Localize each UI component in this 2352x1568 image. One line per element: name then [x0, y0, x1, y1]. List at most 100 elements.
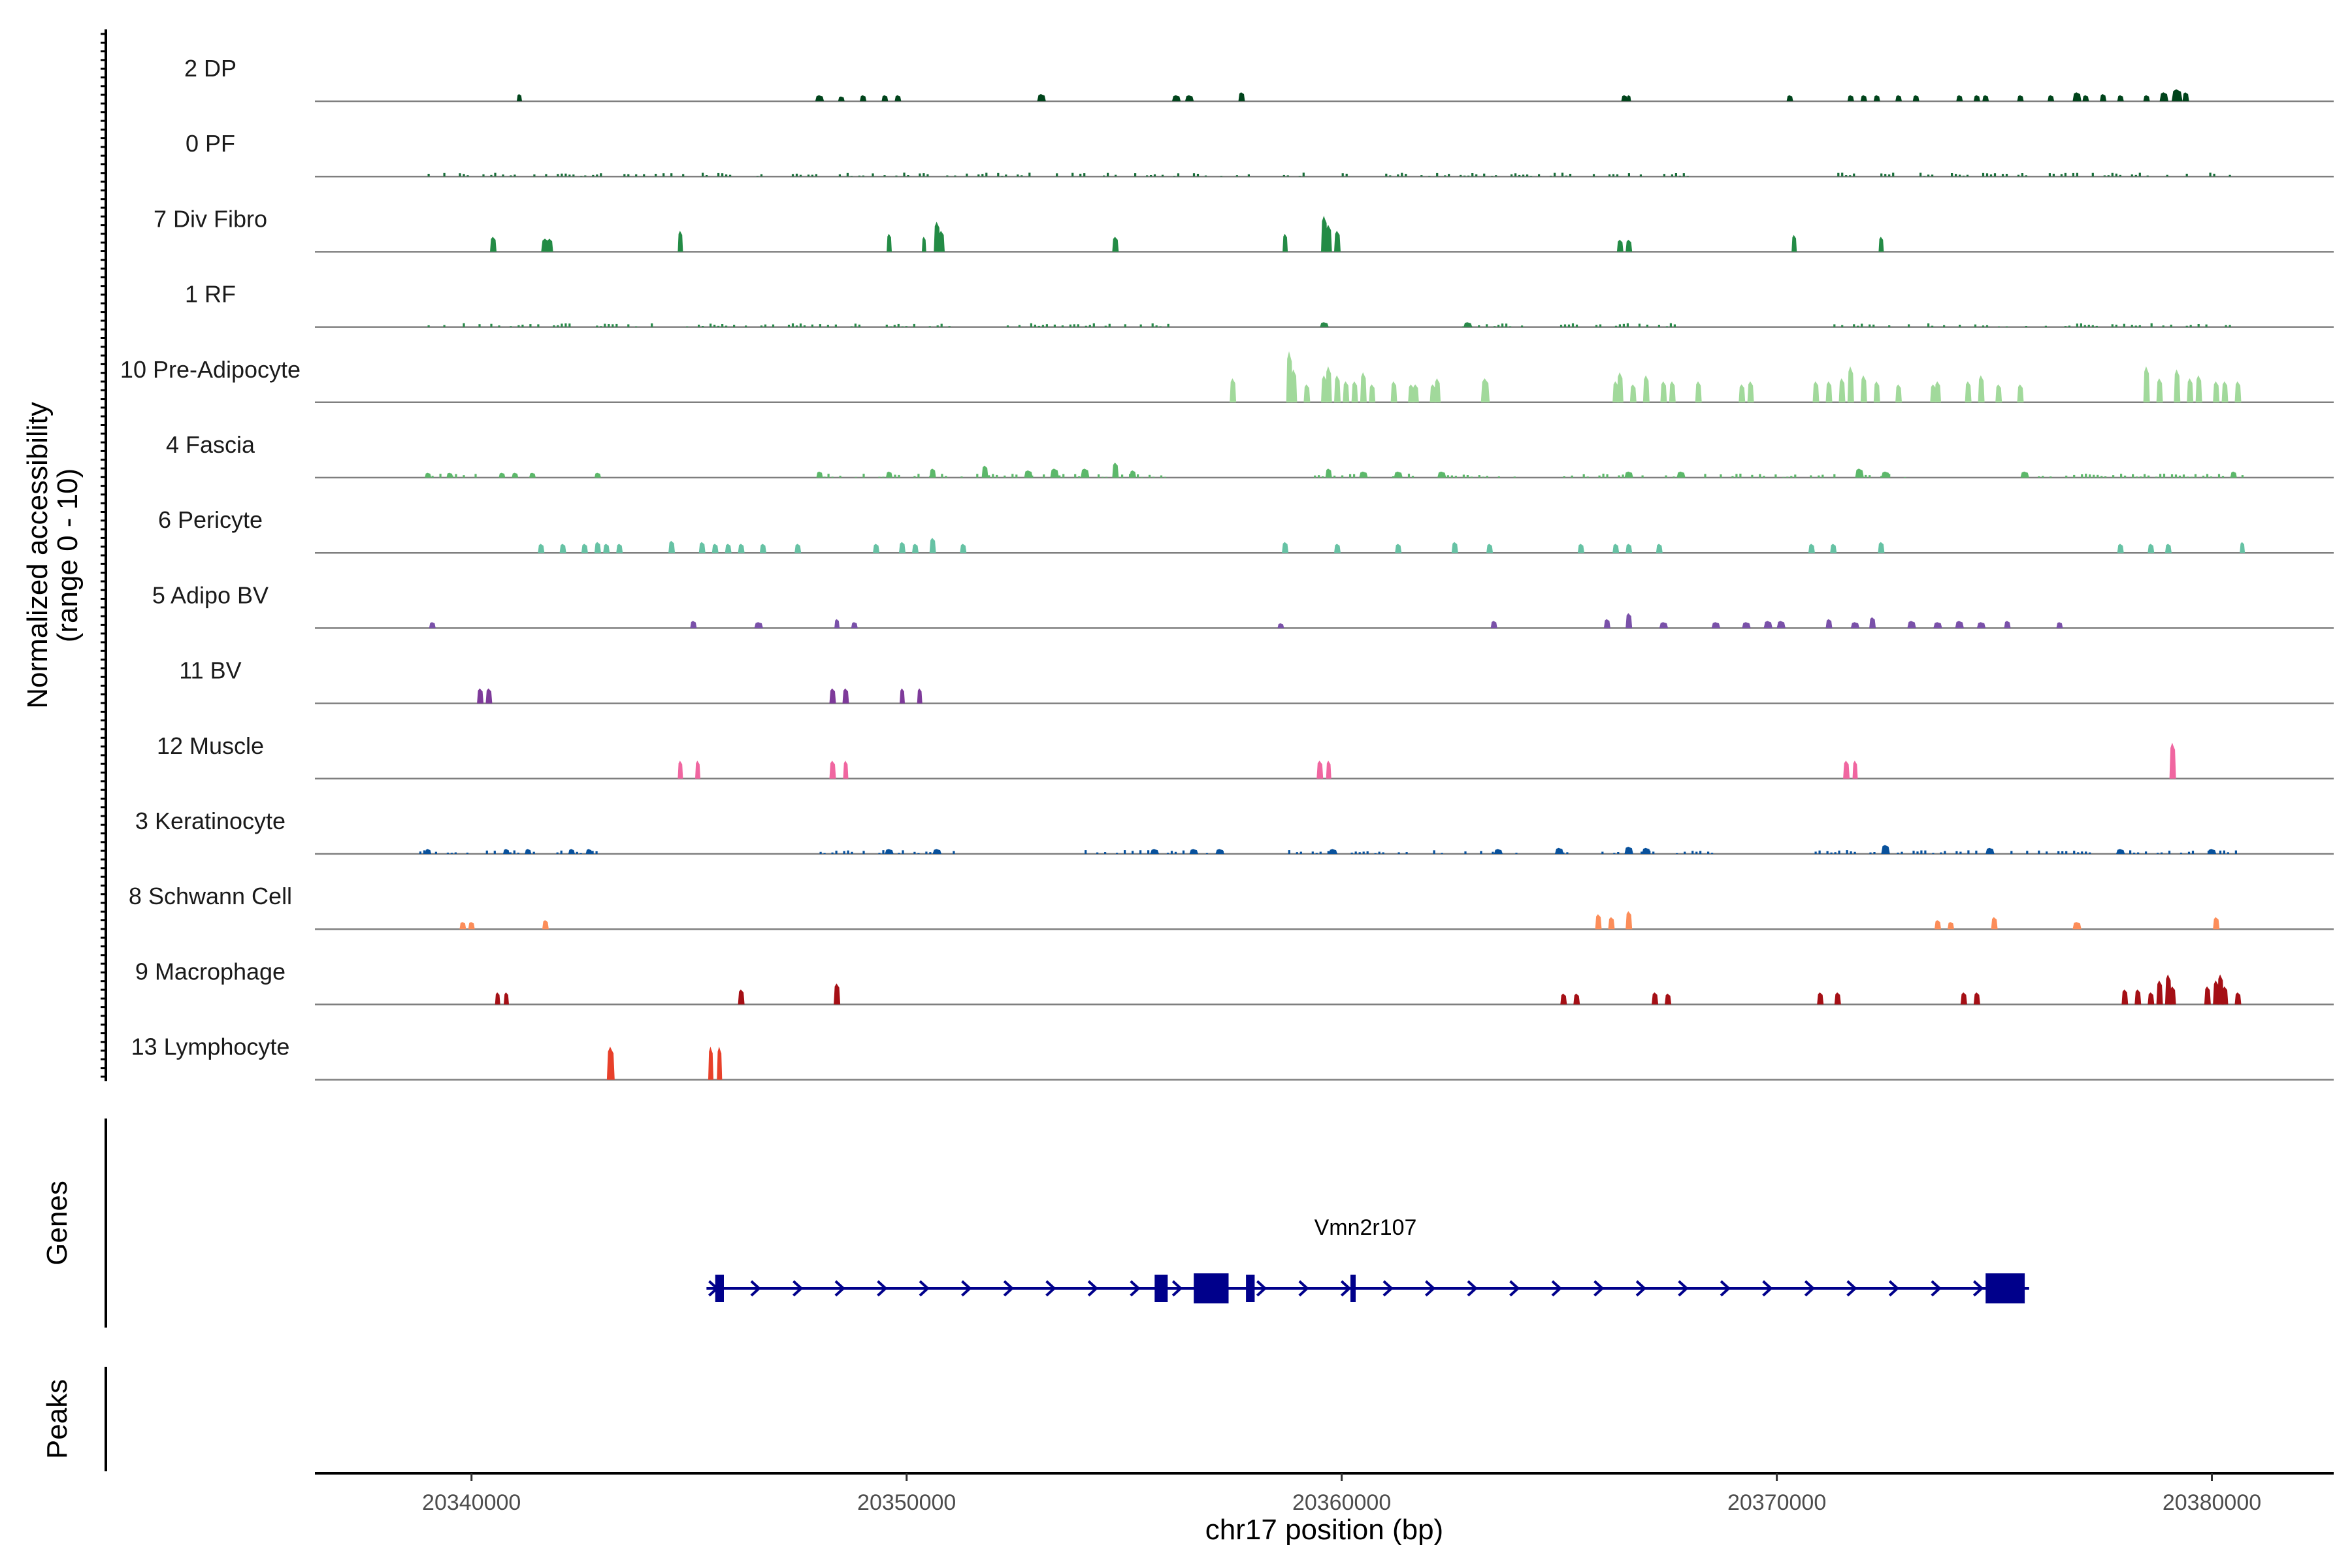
noise-bar: [517, 853, 519, 854]
noise-bar: [1501, 323, 1504, 327]
noise-bar: [2202, 476, 2205, 478]
noise-bar: [1247, 174, 1250, 177]
coverage-peak: [606, 1047, 615, 1080]
y-axis-title: Normalized accessibility: [22, 402, 54, 708]
noise-bar: [1932, 853, 1935, 854]
noise-bar: [1368, 476, 1371, 478]
noise-bar: [1982, 172, 1985, 177]
noise-bar: [1720, 474, 1722, 478]
x-axis-title: chr17 position (bp): [1205, 1514, 1443, 1546]
strand-arrow: [1762, 1280, 1773, 1297]
noise-bar: [717, 172, 720, 177]
noise-bar: [795, 325, 798, 327]
coverage-peak: [495, 992, 500, 1005]
noise-bar: [1137, 474, 1139, 478]
coverage-peak: [1395, 544, 1402, 553]
noise-bar: [903, 172, 906, 177]
noise-bar: [858, 175, 860, 177]
coverage-track: 3 Keratinocyte: [135, 808, 2334, 855]
coverage-peak: [860, 95, 867, 101]
noise-bar: [2057, 851, 2060, 854]
noise-bar: [1319, 851, 1322, 854]
noise-bar: [1821, 474, 1824, 478]
coverage-peak: [690, 621, 697, 629]
coverage-peak: [2017, 384, 2024, 402]
noise-bar: [713, 325, 716, 327]
noise-bar: [482, 174, 485, 177]
noise-bar: [917, 474, 920, 478]
noise-bar: [913, 851, 916, 854]
noise-bar: [1663, 174, 1665, 177]
noise-bar: [1931, 325, 1934, 327]
noise-bar: [427, 174, 430, 177]
noise-bar: [1166, 853, 1169, 854]
noise-bar: [1088, 325, 1091, 327]
coverage-peak: [698, 542, 706, 553]
coverage-peak: [2174, 369, 2181, 402]
noise-bar: [612, 324, 614, 327]
coverage-peak: [881, 95, 889, 101]
noise-bar: [862, 851, 865, 854]
noise-bar: [2042, 476, 2044, 478]
noise-bar: [954, 175, 956, 177]
coverage-peak: [1847, 95, 1854, 101]
noise-bar: [1735, 474, 1738, 478]
noise-bar: [996, 474, 998, 478]
coverage-peak: [1669, 381, 1676, 402]
noise-bar: [1011, 474, 1014, 478]
noise-bar: [600, 173, 602, 177]
track-label: 2 DP: [184, 55, 237, 82]
noise-bar: [561, 173, 563, 177]
noise-bar: [2182, 474, 2185, 478]
coverage-track: 10 Pre-Adipocyte: [120, 351, 2334, 404]
noise-bar: [1174, 851, 1177, 854]
coverage-peak: [1112, 463, 1119, 478]
noise-bar: [1497, 325, 1500, 327]
coverage-peak: [2148, 544, 2155, 553]
gene-exon: [1246, 1275, 1255, 1302]
noise-bar: [1085, 850, 1087, 854]
noise-bar: [2187, 851, 2191, 854]
noise-bar: [1115, 174, 1117, 177]
noise-bar: [1837, 172, 1840, 177]
noise-bar: [717, 325, 720, 327]
noise-bar: [1314, 475, 1316, 478]
noise-bar: [1511, 174, 1513, 177]
noise-bar: [2100, 476, 2103, 478]
noise-bar: [1407, 474, 1411, 478]
x-tick-label: 20370000: [1727, 1490, 1826, 1515]
noise-bar: [893, 325, 896, 327]
noise-bar: [557, 174, 559, 177]
noise-bar: [1627, 173, 1630, 177]
coverage-peak: [581, 544, 588, 553]
coverage-peak: [1935, 381, 1941, 402]
noise-bar: [454, 852, 457, 854]
noise-bar: [1920, 850, 1923, 854]
noise-bar: [2221, 476, 2225, 478]
noise-bar: [1959, 174, 1961, 177]
noise-bar: [1567, 324, 1571, 327]
coverage-peak: [899, 542, 906, 553]
noise-bar: [1665, 326, 1668, 327]
coverage-peak: [1763, 621, 1772, 629]
noise-bar: [2095, 325, 2098, 327]
noise-bar: [1617, 852, 1620, 854]
coverage-peak: [485, 688, 493, 704]
noise-bar: [537, 324, 540, 327]
noise-bar: [1857, 325, 1859, 327]
peaks-panel-title: Peaks: [41, 1379, 73, 1459]
noise-bar: [2189, 325, 2192, 327]
coverage-peak: [1852, 760, 1858, 779]
noise-bar: [721, 173, 724, 177]
noise-bar: [1139, 850, 1142, 854]
coverage-peak: [842, 688, 849, 704]
noise-bar: [580, 853, 582, 854]
genes-label: Genes: [41, 1181, 73, 1266]
coverage-peak: [929, 538, 936, 553]
noise-bar: [1845, 175, 1848, 177]
coverage-peak: [1184, 95, 1194, 101]
noise-bar: [2065, 851, 2068, 854]
coverage-peak: [1024, 470, 1033, 478]
noise-bar: [1638, 323, 1641, 327]
noise-bar: [1774, 474, 1777, 478]
